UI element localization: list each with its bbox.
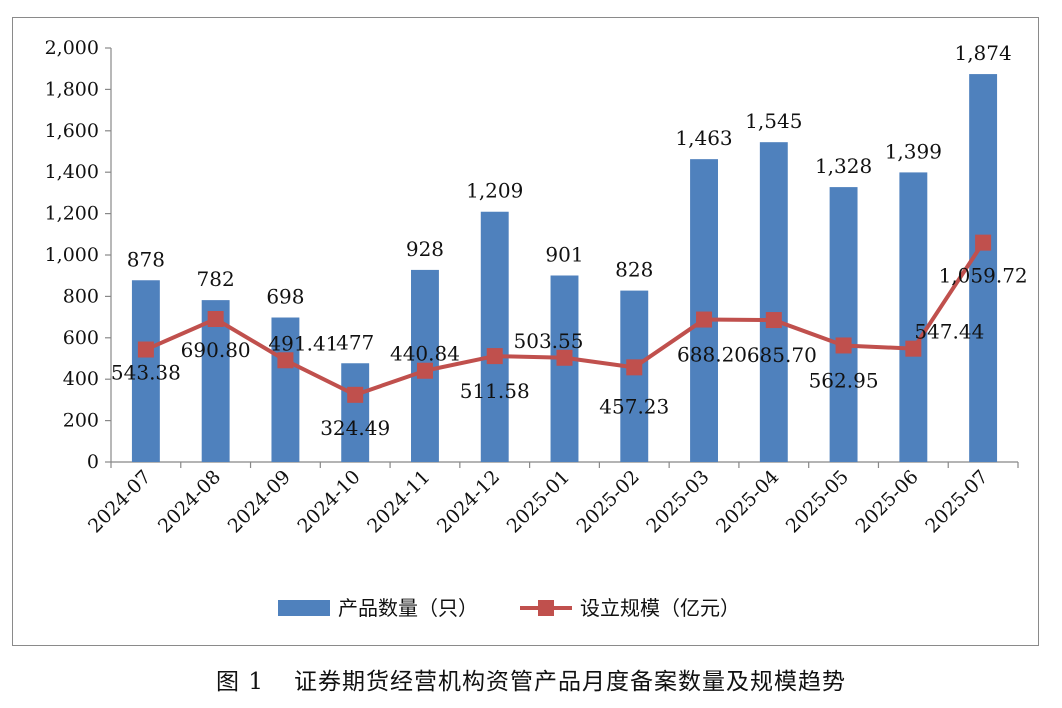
line-point bbox=[416, 362, 433, 379]
line-value-label: 562.95 bbox=[809, 368, 879, 392]
y-tick-label: 1,000 bbox=[45, 244, 99, 266]
y-tick-label: 1,400 bbox=[45, 161, 99, 183]
line-value-label: 440.84 bbox=[390, 342, 460, 366]
bar bbox=[131, 280, 160, 462]
line-value-label: 547.44 bbox=[914, 320, 984, 344]
line-point bbox=[207, 311, 224, 328]
line-value-label: 1,059.72 bbox=[939, 264, 1028, 288]
line-value-label: 688.20 bbox=[677, 343, 747, 367]
x-tick-label: 2024-10 bbox=[293, 466, 364, 537]
bar bbox=[829, 187, 858, 462]
y-tick-label: 1,200 bbox=[45, 203, 99, 225]
bar-value-label: 1,328 bbox=[815, 154, 872, 178]
line-value-label: 511.58 bbox=[460, 379, 530, 403]
y-tick-label: 1,600 bbox=[45, 120, 99, 142]
y-tick-label: 200 bbox=[63, 410, 99, 432]
bar-value-label: 1,399 bbox=[885, 139, 942, 163]
y-tick-label: 800 bbox=[63, 285, 99, 307]
x-tick-label: 2024-11 bbox=[363, 466, 434, 537]
bar-value-label: 1,874 bbox=[954, 41, 1011, 65]
bar bbox=[341, 363, 370, 462]
line-value-label: 324.49 bbox=[320, 416, 390, 440]
legend-label-line: 设立规模（亿元） bbox=[580, 596, 740, 620]
y-tick-label: 0 bbox=[87, 451, 99, 473]
legend-label-bar: 产品数量（只） bbox=[338, 596, 478, 620]
line-point bbox=[556, 349, 573, 366]
line-point bbox=[975, 234, 992, 251]
line-point bbox=[835, 337, 852, 354]
figure-caption-text: 证券期货经营机构资管产品月度备案数量及规模趋势 bbox=[293, 669, 846, 695]
x-tick-label: 2024-08 bbox=[154, 466, 225, 537]
bar bbox=[201, 300, 230, 462]
y-tick-label: 600 bbox=[63, 327, 99, 349]
line-value-label: 503.55 bbox=[514, 329, 584, 353]
line-point bbox=[486, 348, 503, 365]
bar-value-label: 878 bbox=[127, 247, 165, 271]
x-tick-label: 2025-06 bbox=[851, 466, 922, 537]
line-value-label: 457.23 bbox=[599, 394, 669, 418]
figure-caption: 图 1 证券期货经营机构资管产品月度备案数量及规模趋势 bbox=[0, 662, 1062, 696]
bar bbox=[969, 74, 998, 462]
line-value-label: 543.38 bbox=[111, 361, 181, 385]
legend-swatch-marker bbox=[538, 600, 554, 616]
legend-swatch-bar bbox=[278, 600, 330, 616]
line-point bbox=[905, 340, 922, 357]
bar bbox=[759, 142, 788, 462]
line-point bbox=[137, 341, 154, 358]
bar-value-label: 782 bbox=[197, 267, 235, 291]
chart: 0 200 400 600 800 1,000 1,200 1,400 1,600 1,800 2,… bbox=[45, 37, 1028, 620]
bar-value-label: 477 bbox=[336, 330, 374, 354]
x-tick-label: 2025-04 bbox=[712, 466, 783, 537]
x-tick-label: 2024-12 bbox=[433, 466, 504, 537]
bar bbox=[620, 290, 649, 462]
line-point bbox=[347, 386, 364, 403]
bar-value-label: 928 bbox=[406, 237, 444, 261]
line-value-label: 685.70 bbox=[747, 343, 817, 367]
x-tick-label: 2024-07 bbox=[84, 466, 155, 537]
bar-value-label: 1,463 bbox=[675, 126, 732, 150]
bar bbox=[550, 275, 579, 462]
bar-value-label: 698 bbox=[266, 285, 304, 309]
y-tick-label: 400 bbox=[63, 368, 99, 390]
bar-value-label: 828 bbox=[615, 258, 653, 282]
x-tick-label: 2024-09 bbox=[224, 466, 295, 537]
line-point bbox=[765, 312, 782, 329]
bar bbox=[899, 172, 928, 463]
line-point bbox=[626, 359, 643, 376]
bar bbox=[480, 211, 509, 462]
x-tick-label: 2025-02 bbox=[572, 466, 643, 537]
bar-value-label: 1,545 bbox=[745, 109, 802, 133]
line-value-label: 491.41 bbox=[268, 331, 338, 355]
line-value-label: 690.80 bbox=[181, 338, 251, 362]
y-tick-label: 1,800 bbox=[45, 78, 99, 100]
x-tick-label: 2025-05 bbox=[782, 466, 853, 537]
y-tick-label: 2,000 bbox=[45, 37, 99, 59]
bar bbox=[690, 159, 718, 462]
x-tick-label: 2025-01 bbox=[503, 466, 574, 537]
line-point bbox=[696, 311, 713, 328]
bar-value-label: 1,209 bbox=[466, 179, 523, 203]
bar-value-label: 901 bbox=[545, 242, 583, 266]
x-tick-label: 2025-03 bbox=[642, 466, 713, 537]
x-tick-label: 2025-07 bbox=[921, 466, 992, 537]
bar bbox=[271, 317, 300, 462]
figure-number: 图 1 bbox=[216, 669, 264, 695]
line-point bbox=[277, 352, 294, 369]
